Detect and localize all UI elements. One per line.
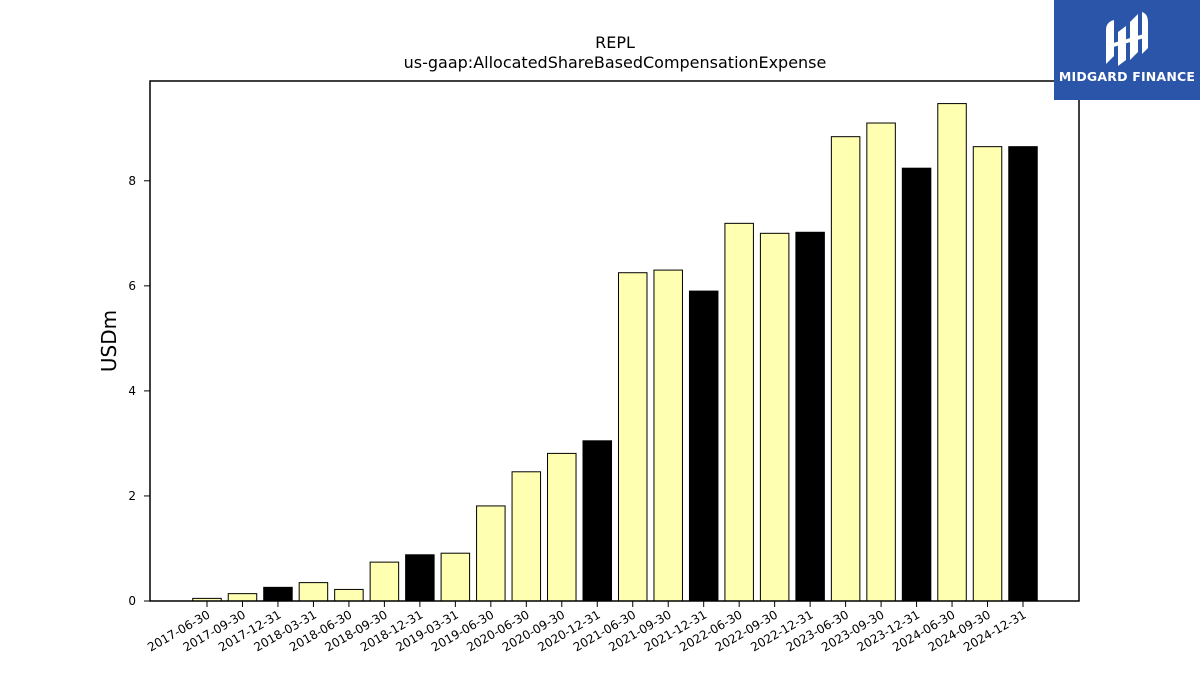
bar-2021-06-30 — [617, 272, 648, 602]
bar-2022-06-30 — [724, 222, 754, 602]
bar-2024-12-31 — [1008, 146, 1038, 602]
bar-2017-09-30 — [227, 593, 258, 602]
bar-2020-12-31 — [582, 440, 613, 602]
bar-2022-12-31 — [795, 231, 825, 602]
bar-2022-09-30 — [759, 232, 790, 602]
y-ticks-group: 0 2 4 6 8 — [128, 174, 150, 608]
x-ticks-group: 2017-06-302017-09-302017-12-312018-03-31… — [145, 601, 1029, 654]
y-tick-label: 4 — [128, 384, 136, 398]
y-tick-label: 2 — [128, 489, 136, 503]
bar-2021-12-31 — [688, 290, 719, 602]
y-tick-label: 8 — [128, 174, 136, 188]
chart-title: REPL — [595, 33, 635, 52]
bar-2023-09-30 — [866, 122, 896, 602]
bar-2020-06-30 — [511, 471, 542, 602]
y-axis-label: USDm — [97, 310, 121, 372]
logo-mark-icon — [1106, 12, 1148, 66]
bar-2018-06-30 — [334, 588, 364, 602]
bar-2023-12-31 — [901, 167, 932, 602]
bar-2019-03-31 — [440, 552, 471, 602]
midgard-finance-logo: MIDGARD FINANCE — [1054, 0, 1200, 100]
bars-group — [192, 103, 1038, 602]
bar-2018-09-30 — [369, 561, 400, 602]
bar-2018-03-31 — [298, 582, 329, 602]
y-tick-label: 6 — [128, 279, 136, 293]
bar-2024-06-30 — [937, 103, 967, 602]
bar-2020-09-30 — [547, 452, 577, 602]
bar-2021-09-30 — [653, 269, 683, 602]
y-tick-label: 0 — [128, 594, 136, 608]
chart-subtitle: us-gaap:AllocatedShareBasedCompensationE… — [404, 53, 827, 72]
bar-2023-06-30 — [830, 136, 861, 602]
logo-text: MIDGARD FINANCE — [1058, 69, 1196, 84]
bar-2017-12-31 — [263, 586, 293, 602]
bar-2019-06-30 — [476, 505, 506, 602]
plot-frame — [149, 80, 1080, 602]
bar-2018-12-31 — [405, 554, 435, 602]
bar-2024-09-30 — [972, 146, 1003, 602]
